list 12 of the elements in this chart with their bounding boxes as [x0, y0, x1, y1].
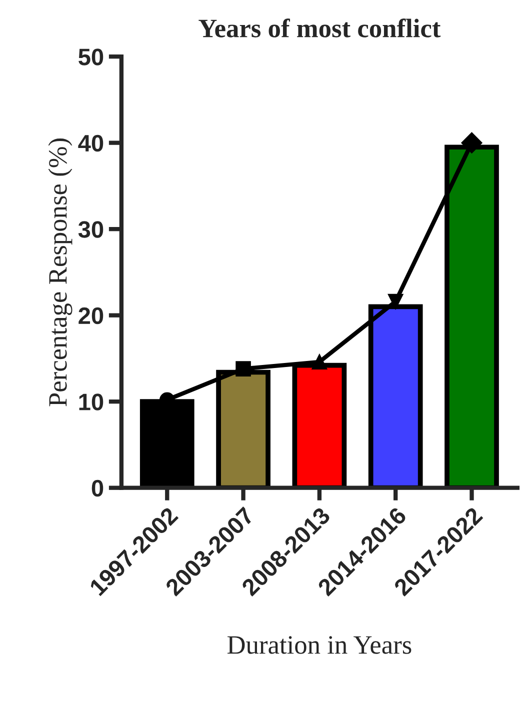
- y-tick-label: 30: [78, 221, 104, 238]
- y-tick-label: 20: [78, 307, 104, 324]
- y-axis-title: Percentage Response (%): [48, 138, 72, 406]
- y-tick-label: 40: [78, 134, 104, 152]
- y-tick-label: 10: [79, 394, 104, 410]
- y-tick-label: 0: [92, 480, 104, 497]
- y-tick-label: 50: [78, 48, 104, 66]
- x-axis-title: Duration in Years: [227, 636, 412, 654]
- point: [236, 361, 251, 376]
- point: [388, 294, 404, 310]
- point: [312, 354, 328, 370]
- chart-title: Years of most conflict: [198, 18, 441, 38]
